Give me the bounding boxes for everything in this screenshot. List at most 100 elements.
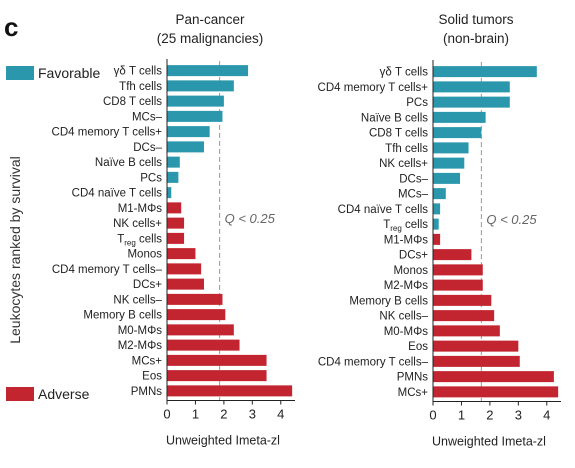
- solid-tumors-x-axis-label: Unweighted Imeta-zl: [432, 435, 546, 449]
- pan-cancer-category-label: NK cells–: [113, 294, 162, 306]
- solid-tumors-bar-1: [433, 81, 510, 93]
- solid-tumors-bar-17: [433, 325, 500, 337]
- pan-cancer-category-label: CD4 naïve T cells: [72, 188, 163, 200]
- solid-tumors-category-label: M0-MΦs: [384, 326, 429, 338]
- pan-cancer-title: Pan-cancer: [175, 12, 245, 27]
- solid-tumors-category-label: MCs–: [398, 189, 429, 201]
- pan-cancer-bar-9: [167, 202, 182, 214]
- pan-cancer-bar-14: [167, 278, 204, 290]
- pan-cancer-x-tick-label: 4: [277, 407, 284, 422]
- solid-tumors-category-label: DCs–: [399, 173, 428, 185]
- solid-tumors-bar-6: [433, 157, 465, 169]
- pan-cancer-bar-11: [167, 232, 185, 244]
- solid-tumors-bar-2: [433, 96, 510, 108]
- solid-tumors-bar-10: [433, 218, 439, 230]
- legend-adverse-label: Adverse: [38, 386, 90, 402]
- pan-cancer-category-label: CD4 memory T cells+: [52, 127, 163, 139]
- solid-tumors-category-label: γδ T cells: [380, 67, 429, 79]
- pan-cancer-category-label: DCs–: [133, 142, 162, 154]
- pan-cancer-category-label: M1-MΦs: [118, 203, 163, 215]
- solid-tumors-x-tick-label: 0: [429, 408, 436, 423]
- solid-tumors-bar-11: [433, 233, 441, 245]
- pan-cancer-bar-21: [167, 385, 293, 397]
- solid-tumors-bar-4: [433, 127, 482, 139]
- solid-tumors-category-label: MCs+: [398, 387, 429, 399]
- pan-cancer-x-tick-label: 1: [192, 407, 199, 422]
- solid-tumors-category-label: DCs+: [399, 250, 428, 262]
- pan-cancer-category-label: PCs: [140, 172, 162, 184]
- solid-tumors-bar-21: [433, 386, 559, 398]
- pan-cancer-x-tick-label: 2: [220, 407, 227, 422]
- solid-tumors-category-label: M2-MΦs: [384, 280, 429, 292]
- pan-cancer-bar-2: [167, 95, 224, 107]
- pan-cancer-bar-3: [167, 110, 223, 122]
- legend-favorable-label: Favorable: [38, 65, 100, 81]
- solid-tumors-x-tick-label: 2: [486, 408, 493, 423]
- pan-cancer-x-axis-label: Unweighted Imeta-zl: [166, 434, 280, 448]
- solid-tumors-category-label: Eos: [408, 341, 428, 353]
- pan-cancer-category-label: M2-MΦs: [118, 340, 163, 352]
- pan-cancer-category-label: NK cells+: [113, 218, 162, 230]
- pan-cancer-bar-15: [167, 293, 223, 305]
- pan-cancer-bar-16: [167, 309, 226, 321]
- solid-tumors-bar-13: [433, 264, 483, 276]
- solid-tumors-bar-9: [433, 203, 441, 215]
- solid-tumors-category-label: Tfh cells: [385, 143, 428, 155]
- pan-cancer-category-label: MCs+: [132, 355, 163, 367]
- pan-cancer-category-label: Treg cells: [117, 233, 162, 247]
- pan-cancer-threshold-label: Q < 0.25: [225, 211, 276, 226]
- pan-cancer-bar-10: [167, 217, 185, 229]
- pan-cancer-category-label: DCs+: [133, 279, 162, 291]
- solid-tumors-bar-15: [433, 294, 492, 306]
- pan-cancer-category-label: Memory B cells: [83, 310, 162, 322]
- solid-tumors-bar-3: [433, 111, 486, 123]
- pan-cancer-x-tick-label: 3: [249, 407, 256, 422]
- solid-tumors-bar-19: [433, 355, 520, 367]
- pan-cancer-category-label: M0-MΦs: [118, 325, 163, 337]
- pan-cancer-bar-17: [167, 324, 234, 336]
- pan-cancer-category-label: CD8 T cells: [103, 96, 162, 108]
- solid-tumors-category-label: M1-MΦs: [384, 234, 429, 246]
- pan-cancer-bar-5: [167, 141, 204, 153]
- pan-cancer-category-label: γδ T cells: [114, 66, 163, 78]
- solid-tumors-bar-5: [433, 142, 469, 154]
- pan-cancer-bar-19: [167, 354, 267, 366]
- solid-tumors-threshold-label: Q < 0.25: [486, 212, 537, 227]
- solid-tumors-threshold-label-bg: [484, 213, 547, 229]
- solid-tumors-bar-18: [433, 340, 519, 352]
- pan-cancer-category-label: MCs–: [132, 111, 163, 123]
- solid-tumors-category-label: Monos: [393, 265, 428, 277]
- solid-tumors-category-label: PMNs: [397, 372, 429, 384]
- solid-tumors-category-label: CD4 memory T cells–: [318, 356, 429, 368]
- pan-cancer-category-label: Naïve B cells: [95, 157, 162, 169]
- pan-cancer-category-label: Monos: [127, 249, 162, 261]
- solid-tumors-bar-8: [433, 188, 446, 200]
- pan-cancer-bar-12: [167, 248, 196, 260]
- y-axis-title: Leukocytes ranked by survival: [7, 156, 23, 344]
- legend-adverse-swatch: [6, 387, 34, 401]
- solid-tumors-category-label: Memory B cells: [349, 295, 428, 307]
- pan-cancer-bar-7: [167, 171, 179, 183]
- solid-tumors-category-label: NK cells+: [379, 158, 428, 170]
- pan-cancer-bar-13: [167, 263, 202, 275]
- panel-letter: c: [4, 12, 18, 42]
- solid-tumors-category-label: Naïve B cells: [361, 112, 428, 124]
- solid-tumors-category-label: PCs: [406, 97, 428, 109]
- pan-cancer-bar-20: [167, 370, 267, 382]
- pan-cancer-panel: Pan-cancer (25 malignancies) γδ T cells Tfh…: [52, 12, 295, 448]
- pan-cancer-bar-4: [167, 126, 210, 138]
- solid-tumors-subtitle: (non-brain): [443, 31, 509, 46]
- pan-cancer-category-label: Eos: [142, 371, 162, 383]
- pan-cancer-bar-0: [167, 65, 249, 77]
- pan-cancer-x-tick-label: 0: [163, 407, 170, 422]
- pan-cancer-bar-8: [167, 187, 172, 199]
- solid-tumors-bar-16: [433, 310, 495, 322]
- solid-tumors-bar-7: [433, 172, 461, 184]
- pan-cancer-category-label: PMNs: [131, 386, 163, 398]
- pan-cancer-threshold-label-bg: [222, 212, 285, 228]
- solid-tumors-x-tick-label: 3: [515, 408, 522, 423]
- solid-tumors-bar-0: [433, 66, 537, 78]
- pan-cancer-bar-1: [167, 80, 234, 92]
- solid-tumors-category-label: NK cells–: [379, 311, 428, 323]
